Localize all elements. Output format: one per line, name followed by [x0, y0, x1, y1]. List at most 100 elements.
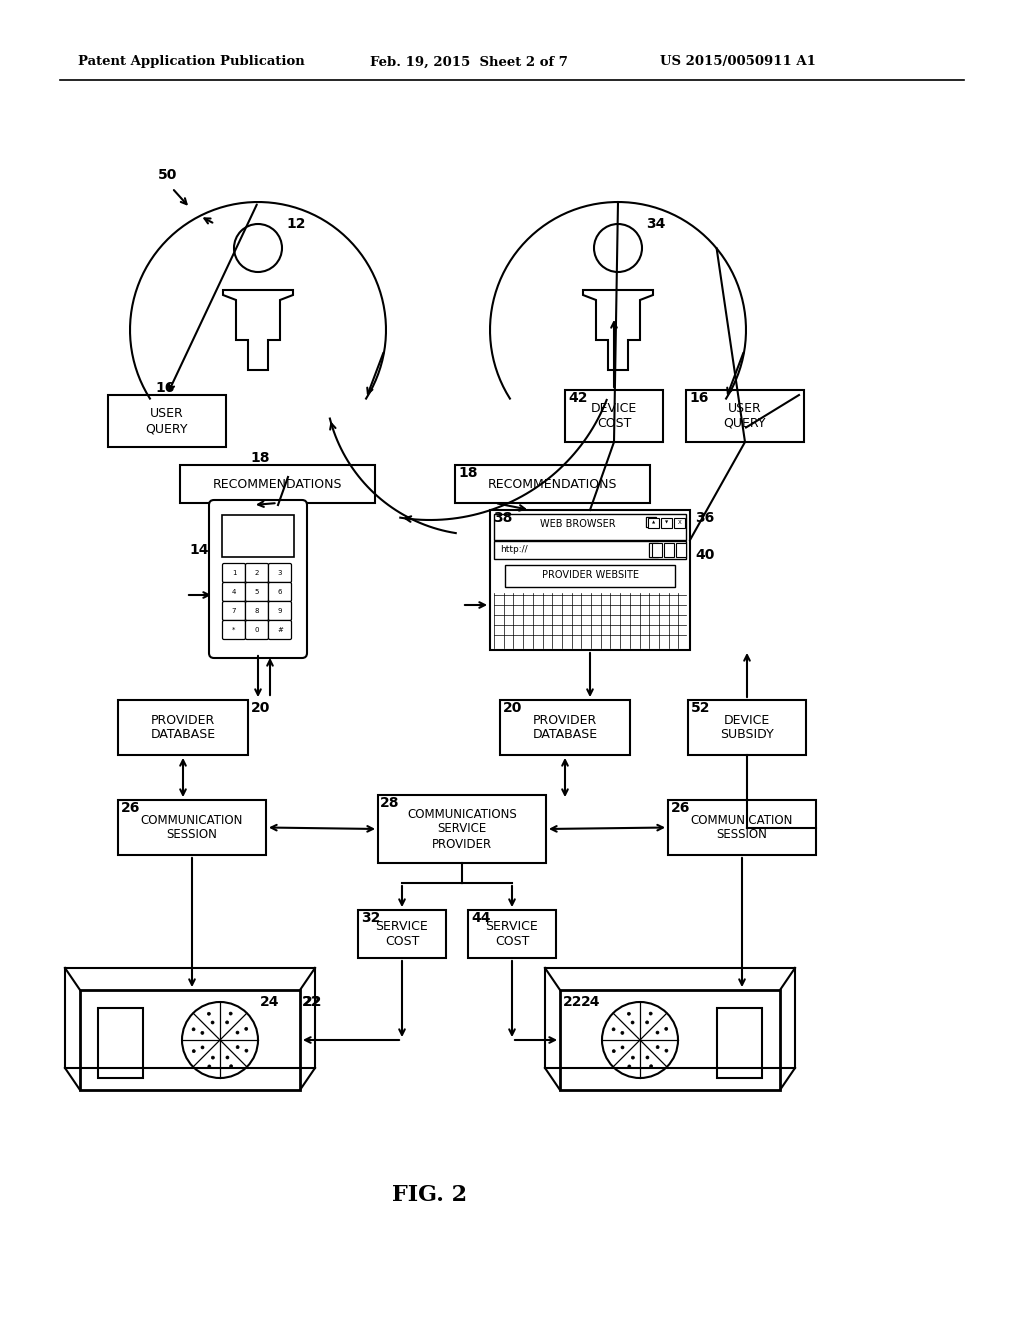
Text: 22: 22 [563, 995, 583, 1008]
Text: PROVIDER
DATABASE: PROVIDER DATABASE [532, 714, 598, 742]
Circle shape [211, 1020, 214, 1024]
Text: 9: 9 [278, 609, 283, 614]
Bar [98, 1008, 143, 1078]
Circle shape [656, 1045, 659, 1048]
Text: 6: 6 [278, 589, 283, 595]
Bar [565, 389, 663, 442]
Circle shape [208, 1065, 211, 1068]
Bar [455, 465, 650, 503]
Bar [494, 513, 686, 540]
Bar [80, 990, 300, 1090]
Bar [688, 700, 806, 755]
Bar [668, 800, 816, 855]
Circle shape [193, 1049, 196, 1052]
Circle shape [237, 1045, 240, 1048]
Circle shape [201, 1031, 204, 1035]
Bar [646, 517, 656, 527]
Bar [505, 565, 675, 587]
Bar [662, 517, 672, 528]
Text: 2: 2 [255, 570, 259, 576]
Text: WEB BROWSER: WEB BROWSER [540, 519, 615, 529]
Text: 22: 22 [303, 995, 323, 1008]
Text: #: # [278, 627, 283, 634]
FancyBboxPatch shape [268, 602, 292, 620]
Circle shape [201, 1045, 204, 1049]
Circle shape [229, 1012, 232, 1015]
FancyBboxPatch shape [268, 564, 292, 582]
Text: Patent Application Publication: Patent Application Publication [78, 55, 305, 69]
Text: RECOMMENDATIONS: RECOMMENDATIONS [213, 478, 342, 491]
Text: 50: 50 [158, 168, 177, 182]
Bar [494, 541, 686, 558]
Text: 36: 36 [695, 511, 715, 525]
Text: 4: 4 [231, 589, 237, 595]
Text: ▼: ▼ [665, 521, 668, 525]
Text: COMMUNICATION
SESSION: COMMUNICATION SESSION [691, 813, 794, 842]
Circle shape [211, 1056, 214, 1059]
Bar [674, 517, 685, 528]
Bar [500, 700, 630, 755]
Bar [180, 465, 375, 503]
Text: COMMUNICATION
SESSION: COMMUNICATION SESSION [141, 813, 243, 842]
Bar [118, 800, 266, 855]
Circle shape [665, 1027, 668, 1031]
Text: FIG. 2: FIG. 2 [392, 1184, 468, 1206]
Text: 22: 22 [302, 995, 322, 1008]
Circle shape [632, 1056, 635, 1059]
FancyBboxPatch shape [246, 564, 268, 582]
Circle shape [245, 1027, 248, 1031]
Bar [118, 700, 248, 755]
FancyBboxPatch shape [209, 500, 307, 657]
Circle shape [621, 1031, 624, 1035]
FancyBboxPatch shape [246, 602, 268, 620]
Circle shape [646, 1056, 649, 1059]
Circle shape [645, 1020, 648, 1024]
Circle shape [665, 1049, 668, 1052]
Bar [649, 543, 658, 557]
Text: 38: 38 [493, 511, 512, 525]
Text: 16: 16 [689, 391, 709, 405]
Text: 32: 32 [361, 911, 380, 925]
Text: 16: 16 [155, 381, 174, 395]
Bar [222, 515, 294, 557]
Text: 1: 1 [231, 570, 237, 576]
Bar [560, 990, 780, 1090]
Text: 20: 20 [251, 701, 270, 715]
Bar [717, 1008, 762, 1078]
Circle shape [649, 1012, 652, 1015]
Bar [676, 543, 686, 557]
Text: US 2015/0050911 A1: US 2015/0050911 A1 [660, 55, 816, 69]
Text: PROVIDER WEBSITE: PROVIDER WEBSITE [542, 570, 639, 579]
Bar [649, 543, 658, 557]
Text: 20: 20 [503, 701, 522, 715]
Bar [664, 543, 674, 557]
Circle shape [193, 1028, 196, 1031]
Text: X: X [678, 520, 681, 525]
Text: COMMUNICATIONS
SERVICE
PROVIDER: COMMUNICATIONS SERVICE PROVIDER [408, 808, 517, 850]
Bar [686, 389, 804, 442]
Text: USER
QUERY: USER QUERY [145, 407, 188, 436]
FancyBboxPatch shape [222, 582, 246, 602]
Circle shape [229, 1065, 232, 1068]
Bar [649, 543, 658, 557]
Text: 14: 14 [189, 543, 209, 557]
FancyBboxPatch shape [222, 620, 246, 639]
Circle shape [649, 1065, 652, 1068]
Text: *: * [232, 627, 236, 634]
Circle shape [226, 1056, 229, 1059]
Circle shape [612, 1049, 615, 1052]
Text: 24: 24 [260, 995, 280, 1008]
Circle shape [631, 1020, 634, 1024]
Text: 12: 12 [286, 216, 305, 231]
Bar [490, 510, 690, 649]
Text: DEVICE
COST: DEVICE COST [591, 403, 637, 430]
Bar [378, 795, 546, 863]
Bar [646, 517, 656, 527]
Text: 26: 26 [671, 801, 690, 814]
Circle shape [225, 1020, 228, 1024]
Text: 3: 3 [278, 570, 283, 576]
Text: SERVICE
COST: SERVICE COST [485, 920, 539, 948]
Bar [108, 395, 226, 447]
Text: RECOMMENDATIONS: RECOMMENDATIONS [487, 478, 617, 491]
FancyBboxPatch shape [246, 582, 268, 602]
